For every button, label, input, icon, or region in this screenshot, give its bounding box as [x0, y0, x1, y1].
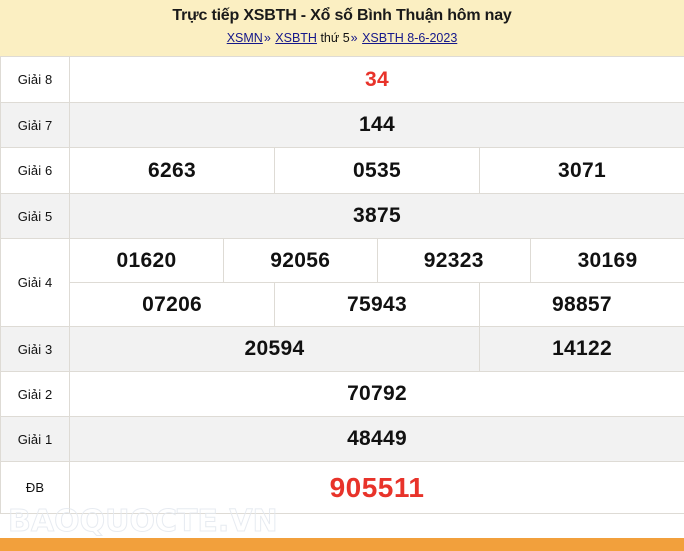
prize-label-8: Giải 8 — [0, 56, 70, 103]
table-row-prize-3: Giải 3 20594 14122 — [0, 326, 684, 372]
prize-label-4: Giải 4 — [0, 238, 70, 327]
table-row-prize-7: Giải 7 144 — [0, 102, 684, 148]
table-row-prize-6: Giải 6 6263 0535 3071 — [0, 147, 684, 194]
breadcrumb-link-xsbth-date[interactable]: XSBTH 8-6-2023 — [362, 31, 458, 45]
breadcrumb-weekday: thứ 5 — [320, 31, 350, 45]
prize-value-6-0: 6263 — [69, 147, 275, 194]
table-row-prize-8: Giải 8 34 — [0, 56, 684, 103]
prize-label-1: Giải 1 — [0, 416, 70, 462]
table-row-prize-4: Giải 4 01620 92056 92323 30169 — [0, 238, 684, 327]
prize-4-subrow-2: 07206 75943 98857 — [70, 283, 684, 326]
breadcrumb-separator-1: » — [263, 31, 271, 45]
prize-value-4-1: 92056 — [223, 239, 378, 283]
page-title: Trực tiếp XSBTH - Xổ số Bình Thuận hôm n… — [172, 7, 512, 24]
prize-value-3-1: 14122 — [478, 326, 684, 372]
prize-label-3: Giải 3 — [0, 326, 70, 372]
prize-value-4-3: 30169 — [530, 239, 684, 283]
prize-value-1-0: 48449 — [68, 416, 684, 462]
breadcrumb-separator-2: » — [350, 31, 358, 45]
prize-value-7-0: 144 — [68, 102, 684, 148]
prize-label-5: Giải 5 — [0, 193, 70, 239]
prize-value-4-2: 92323 — [377, 239, 531, 283]
prize-4-subrow-1: 01620 92056 92323 30169 — [70, 239, 684, 283]
table-row-prize-5: Giải 5 3875 — [0, 193, 684, 239]
table-row-prize-1: Giải 1 48449 — [0, 416, 684, 462]
prize-value-4-5: 75943 — [274, 283, 480, 326]
lottery-results-table: Giải 8 34 Giải 7 144 Giải 6 6263 0535 30… — [0, 56, 684, 514]
bottom-accent-bar — [0, 538, 684, 551]
prize-value-4-6: 98857 — [551, 292, 612, 316]
prize-value-8-0: 34 — [68, 56, 684, 103]
breadcrumb-link-xsmn[interactable]: XSMN — [226, 31, 263, 45]
prize-value-4-4: 07206 — [70, 283, 276, 326]
prize-label-db: ĐB — [0, 461, 70, 514]
prize-value-6-1: 0535 — [274, 147, 480, 194]
prize-label-2: Giải 2 — [0, 371, 70, 417]
breadcrumb: XSMN» XSBTH thứ 5» XSBTH 8-6-2023 — [0, 28, 684, 48]
prize-value-db-0: 905511 — [68, 461, 684, 514]
prize-value-2-0: 70792 — [68, 371, 684, 417]
prize-label-7: Giải 7 — [0, 102, 70, 148]
prize-value-6-2: 3071 — [478, 147, 684, 194]
prize-value-4-0: 01620 — [70, 239, 224, 283]
page-header: Trực tiếp XSBTH - Xổ số Bình Thuận hôm n… — [0, 0, 684, 56]
breadcrumb-link-xsbth[interactable]: XSBTH — [275, 31, 317, 45]
table-row-prize-2: Giải 2 70792 — [0, 371, 684, 417]
prize-4-grid: 01620 92056 92323 30169 07206 75943 — [68, 238, 684, 327]
prize-label-6: Giải 6 — [0, 147, 70, 194]
prize-value-5-0: 3875 — [68, 193, 684, 239]
prize-value-3-0: 20594 — [69, 326, 480, 372]
table-row-prize-db: ĐB 905511 — [0, 461, 684, 514]
